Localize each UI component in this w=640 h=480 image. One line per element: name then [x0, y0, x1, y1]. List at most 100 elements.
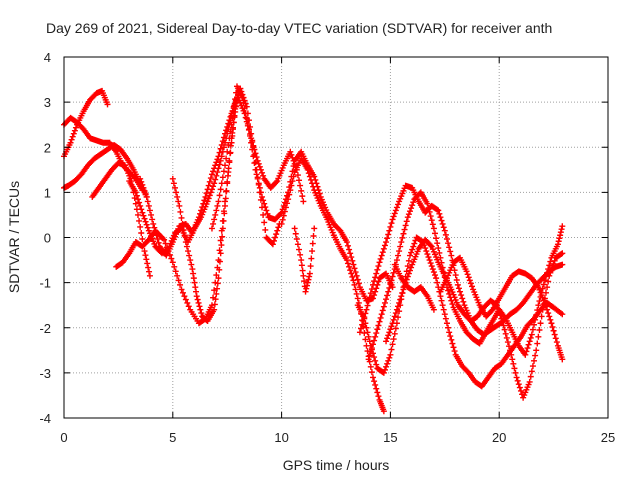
- data-point-interp: [542, 303, 549, 310]
- data-point-interp: [375, 393, 382, 400]
- data-point: [208, 171, 215, 178]
- y-axis-ticks: -4 -3 -2 -1 0 1 2 3 4: [39, 50, 608, 426]
- data-point-interp: [558, 251, 565, 258]
- data-point-interp: [464, 271, 471, 278]
- data-point-interp: [300, 272, 307, 279]
- data-point-interp: [388, 323, 395, 330]
- data-point-interp: [216, 247, 223, 254]
- data-point-interp: [509, 356, 516, 363]
- data-point: [304, 166, 311, 173]
- y-tick-label: -3: [39, 366, 51, 381]
- data-point-interp: [510, 360, 517, 367]
- data-point-interp: [307, 176, 314, 183]
- data-point-interp: [448, 297, 455, 304]
- data-point-interp: [406, 267, 413, 274]
- data-point-interp: [298, 187, 305, 194]
- data-point-interp: [213, 159, 220, 166]
- data-point: [208, 225, 215, 232]
- data-point-interp: [297, 182, 304, 189]
- data-point-interp: [296, 177, 303, 184]
- data-point-interp: [296, 246, 303, 253]
- data-point-interp: [222, 195, 229, 202]
- x-tick-label: 15: [383, 430, 397, 445]
- data-point-interp: [273, 179, 280, 186]
- data-point-interp: [399, 234, 406, 241]
- data-point-interp: [372, 288, 379, 295]
- data-point-interp: [400, 286, 407, 293]
- data-point-interp: [466, 277, 473, 284]
- data-point-interp: [288, 182, 295, 189]
- data-point: [559, 311, 566, 318]
- data-point-interp: [424, 251, 431, 258]
- data-point-interp: [434, 279, 441, 286]
- data-point-interp: [410, 243, 417, 250]
- data-point-interp: [511, 365, 518, 372]
- data-point-interp: [551, 257, 558, 264]
- data-point-interp: [255, 160, 262, 167]
- data-point-interp: [447, 248, 454, 255]
- data-point-interp: [216, 149, 223, 156]
- data-point-interp: [244, 120, 251, 127]
- data-point: [559, 250, 566, 257]
- data-point-interp: [512, 369, 519, 376]
- data-point-interp: [139, 181, 146, 188]
- data-point-interp: [392, 325, 399, 332]
- data-point-interp: [377, 255, 384, 262]
- data-point: [441, 227, 448, 234]
- data-point-interp: [452, 272, 459, 279]
- data-point-interp: [380, 245, 387, 252]
- data-point-interp: [524, 345, 531, 352]
- data-point-interp: [216, 258, 223, 265]
- data-point-interp: [383, 296, 390, 303]
- data-point-interp: [372, 381, 379, 388]
- data-point: [291, 225, 298, 232]
- data-point-interp: [144, 198, 151, 205]
- data-point-interp: [145, 264, 152, 271]
- data-point-interp: [316, 190, 323, 197]
- data-point-interp: [397, 243, 404, 250]
- series-8: [169, 103, 239, 324]
- data-point-interp: [240, 99, 247, 106]
- data-point-interp: [213, 207, 220, 214]
- data-point-interp: [388, 220, 395, 227]
- data-point-interp: [224, 148, 231, 155]
- data-point-interp: [427, 260, 434, 267]
- data-point-interp: [305, 276, 312, 283]
- data-point-interp: [390, 316, 397, 323]
- data-point-interp: [547, 269, 554, 276]
- data-point-interp: [497, 312, 504, 319]
- data-point-interp: [529, 326, 536, 333]
- data-point-interp: [386, 284, 393, 291]
- data-point: [507, 347, 514, 354]
- data-point-interp: [190, 275, 197, 282]
- data-point-interp: [538, 313, 545, 320]
- data-point-interp: [280, 212, 287, 219]
- data-point-interp: [375, 263, 382, 270]
- data-point-interp: [210, 168, 217, 175]
- data-point-interp: [154, 236, 161, 243]
- data-point-interp: [402, 222, 409, 229]
- data-point-interp: [213, 172, 220, 179]
- data-point: [406, 252, 413, 259]
- data-point-interp: [399, 289, 406, 296]
- data-point-interp: [232, 96, 239, 103]
- data-point-interp: [219, 138, 226, 145]
- data-point: [433, 275, 440, 282]
- data-point-interp: [448, 336, 455, 343]
- data-point-interp: [544, 306, 551, 313]
- data-point-interp: [527, 373, 534, 380]
- y-axis-label: SDTVAR / TECUs: [6, 181, 22, 293]
- data-point-interp: [384, 335, 391, 342]
- data-point-interp: [138, 178, 145, 185]
- y-tick-label: 4: [44, 50, 51, 65]
- data-point-interp: [387, 281, 394, 288]
- data-point: [380, 369, 387, 376]
- data-point: [193, 293, 200, 300]
- data-point-interp: [445, 240, 452, 247]
- data-point-interp: [250, 142, 257, 149]
- data-point-interp: [373, 330, 380, 337]
- data-point-interp: [385, 357, 392, 364]
- data-point-interp: [304, 279, 311, 286]
- data-point-interp: [206, 178, 213, 185]
- data-point-interp: [279, 216, 286, 223]
